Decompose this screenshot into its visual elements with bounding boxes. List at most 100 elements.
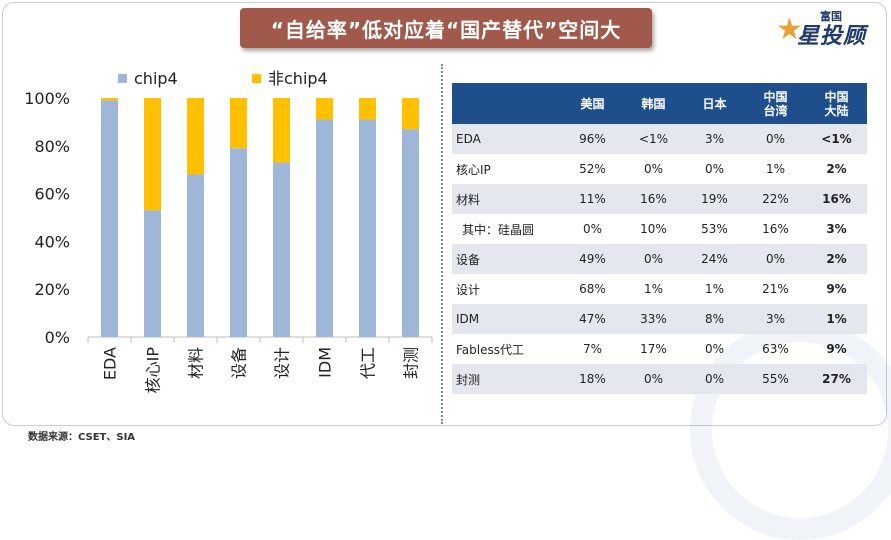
logo-small-text: 富国 bbox=[820, 10, 842, 23]
bar-chip4 bbox=[273, 162, 290, 337]
table-cell: 7% bbox=[582, 342, 603, 356]
table-cell: <1% bbox=[623, 124, 684, 154]
x-category-label: 设计 bbox=[273, 347, 292, 379]
table-cell: 10% bbox=[640, 222, 667, 236]
self-sufficiency-table: 美国 韩国 日本 中国 台湾 中国 大陆 EDA 96% <1% 3% 0% <1% 核心IP 52% 0%… bbox=[452, 83, 867, 394]
table-cell: 9% bbox=[826, 282, 847, 296]
table-cell: 27% bbox=[806, 364, 867, 394]
slide-title: “自给率”低对应着“国产替代”空间大 bbox=[240, 8, 652, 48]
table-cell: 0% bbox=[704, 342, 725, 356]
row-label: EDA bbox=[452, 124, 562, 154]
bar-non-chip4 bbox=[273, 98, 290, 163]
table-cell: 49% bbox=[562, 244, 623, 274]
table-cell: 16% bbox=[762, 222, 789, 236]
x-category-label: 封测 bbox=[402, 347, 421, 379]
table-cell: 11% bbox=[562, 184, 623, 214]
legend-label: chip4 bbox=[134, 69, 178, 88]
table-cell: 63% bbox=[762, 342, 789, 356]
bar-chip4 bbox=[316, 119, 333, 337]
bar-non-chip4 bbox=[230, 98, 247, 149]
table-cell: 1% bbox=[704, 282, 725, 296]
stacked-bar-chart: chip4 非chip4 0% 20% 40% 60% 80% 100% EDA 核心IP 材料 设备… bbox=[24, 69, 433, 394]
row-label: Fabless代工 bbox=[456, 342, 524, 357]
y-tick-label: 0% bbox=[45, 328, 70, 347]
table-cell: <1% bbox=[806, 124, 867, 154]
bar-non-chip4 bbox=[101, 98, 118, 101]
source-note: 数据来源：CSET、SIA bbox=[28, 432, 136, 443]
star-icon: ★ bbox=[776, 12, 803, 47]
bar-non-chip4 bbox=[359, 98, 376, 120]
x-category-label: 设备 bbox=[230, 347, 249, 379]
table-row: 设计 68% 1% 1% 21% 9% bbox=[452, 274, 867, 304]
bar-chip4 bbox=[359, 119, 376, 337]
legend-swatch bbox=[118, 74, 127, 83]
table-cell: 0% bbox=[704, 162, 725, 176]
logo-big-text: 星投顾 bbox=[797, 24, 867, 49]
table-cell: 3% bbox=[745, 304, 806, 334]
bar-non-chip4 bbox=[187, 98, 204, 175]
x-category-label: EDA bbox=[101, 347, 120, 380]
column-header: 美国 bbox=[562, 83, 623, 124]
table-cell: 3% bbox=[826, 222, 847, 236]
row-label: 核心IP bbox=[456, 162, 491, 177]
column-header: 韩国 bbox=[623, 83, 684, 124]
table-cell: 0% bbox=[745, 244, 806, 274]
table-cell: 16% bbox=[806, 184, 867, 214]
bar-non-chip4 bbox=[316, 98, 333, 120]
table-cell: 17% bbox=[640, 342, 667, 356]
column-header: 日本 bbox=[684, 83, 745, 124]
table-cell: 24% bbox=[684, 244, 745, 274]
bar-chip4 bbox=[144, 210, 161, 337]
table-row: 核心IP 52% 0% 0% 1% 2% bbox=[452, 154, 867, 184]
bar-chip4 bbox=[187, 174, 204, 337]
table-cell: 21% bbox=[762, 282, 789, 296]
row-label: IDM bbox=[452, 304, 562, 334]
table-cell: 1% bbox=[643, 282, 664, 296]
bar-chip4 bbox=[101, 100, 118, 337]
table-cell: 2% bbox=[826, 162, 847, 176]
table-cell: 19% bbox=[684, 184, 745, 214]
table-cell: 9% bbox=[826, 342, 847, 356]
table-cell: 18% bbox=[562, 364, 623, 394]
legend-label: 非chip4 bbox=[268, 69, 328, 88]
table-cell: 0% bbox=[684, 364, 745, 394]
row-label: 封测 bbox=[452, 364, 562, 394]
column-header: 中国 台湾 bbox=[745, 83, 806, 124]
table-row: 设备 49% 0% 24% 0% 2% bbox=[452, 244, 867, 274]
row-label: 设备 bbox=[452, 244, 562, 274]
row-label: 材料 bbox=[452, 184, 562, 214]
table-cell: 47% bbox=[562, 304, 623, 334]
table-cell: 0% bbox=[623, 244, 684, 274]
table-row: EDA 96% <1% 3% 0% <1% bbox=[452, 124, 867, 154]
table-cell: 2% bbox=[806, 244, 867, 274]
table-header-row: 美国 韩国 日本 中国 台湾 中国 大陆 bbox=[452, 83, 867, 124]
y-tick-label: 20% bbox=[34, 280, 70, 299]
header-blank-cell bbox=[452, 83, 562, 124]
column-header: 中国 大陆 bbox=[806, 83, 867, 124]
table-cell: 0% bbox=[623, 364, 684, 394]
table-row: Fabless代工 7% 17% 0% 63% 9% bbox=[452, 334, 867, 364]
x-category-label: 核心IP bbox=[144, 347, 163, 394]
bar-chip4 bbox=[230, 148, 247, 337]
table-row: 其中：硅晶圆 0% 10% 53% 16% 3% bbox=[452, 214, 867, 244]
table-cell: 1% bbox=[765, 162, 786, 176]
table-cell: 22% bbox=[745, 184, 806, 214]
x-category-label: 代工 bbox=[359, 347, 378, 379]
y-tick-label: 100% bbox=[24, 89, 70, 108]
x-category-label: IDM bbox=[316, 347, 335, 378]
table-cell: 96% bbox=[562, 124, 623, 154]
table-row: 封测 18% 0% 0% 55% 27% bbox=[452, 364, 867, 394]
table-row: IDM 47% 33% 8% 3% 1% bbox=[452, 304, 867, 334]
legend-swatch bbox=[252, 74, 261, 83]
table-cell: 52% bbox=[579, 162, 606, 176]
table-cell: 0% bbox=[643, 162, 664, 176]
slide-frame bbox=[2, 2, 887, 426]
table-cell: 0% bbox=[582, 222, 603, 236]
row-label: 其中：硅晶圆 bbox=[462, 222, 535, 237]
table-cell: 33% bbox=[623, 304, 684, 334]
vertical-divider bbox=[441, 64, 443, 424]
bar-non-chip4 bbox=[402, 98, 419, 130]
bar-non-chip4 bbox=[144, 98, 161, 211]
table-cell: 55% bbox=[745, 364, 806, 394]
y-tick-label: 40% bbox=[34, 232, 70, 251]
